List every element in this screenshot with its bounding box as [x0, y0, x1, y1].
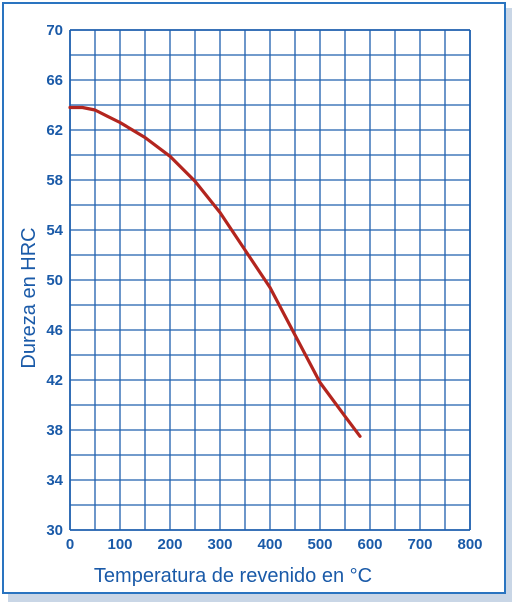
x-tick-label: 800: [457, 536, 482, 553]
y-axis-title: Dureza en HRC: [18, 227, 40, 368]
y-tick-label: 38: [46, 422, 63, 439]
x-tick-label: 0: [66, 536, 74, 553]
y-axis-ticks: 30 34 38 42 46 50 54 58 62 66 70: [46, 22, 63, 539]
y-tick-label: 62: [46, 122, 63, 139]
y-tick-label: 46: [46, 322, 63, 339]
x-tick-label: 600: [357, 536, 382, 553]
x-tick-label: 700: [407, 536, 432, 553]
x-tick-label: 300: [207, 536, 232, 553]
y-tick-label: 34: [46, 472, 63, 489]
x-tick-label: 400: [257, 536, 282, 553]
y-tick-label: 66: [46, 72, 63, 89]
hardness-curve: [68, 105, 362, 438]
y-tick-label: 54: [46, 222, 63, 239]
x-axis-title: Temperatura de revenido en °C: [94, 565, 372, 587]
x-tick-label: 200: [157, 536, 182, 553]
y-tick-label: 42: [46, 372, 63, 389]
y-tick-label: 30: [46, 522, 63, 539]
chart-grid: [69, 29, 471, 531]
y-tick-label: 58: [46, 172, 63, 189]
x-axis-ticks: 0 100 200 300 400 500 600 700 800: [66, 536, 483, 553]
chart-panel: [2, 2, 506, 594]
x-tick-label: 100: [107, 536, 132, 553]
y-tick-label: 70: [46, 22, 63, 39]
x-tick-label: 500: [307, 536, 332, 553]
y-tick-label: 50: [46, 272, 63, 289]
